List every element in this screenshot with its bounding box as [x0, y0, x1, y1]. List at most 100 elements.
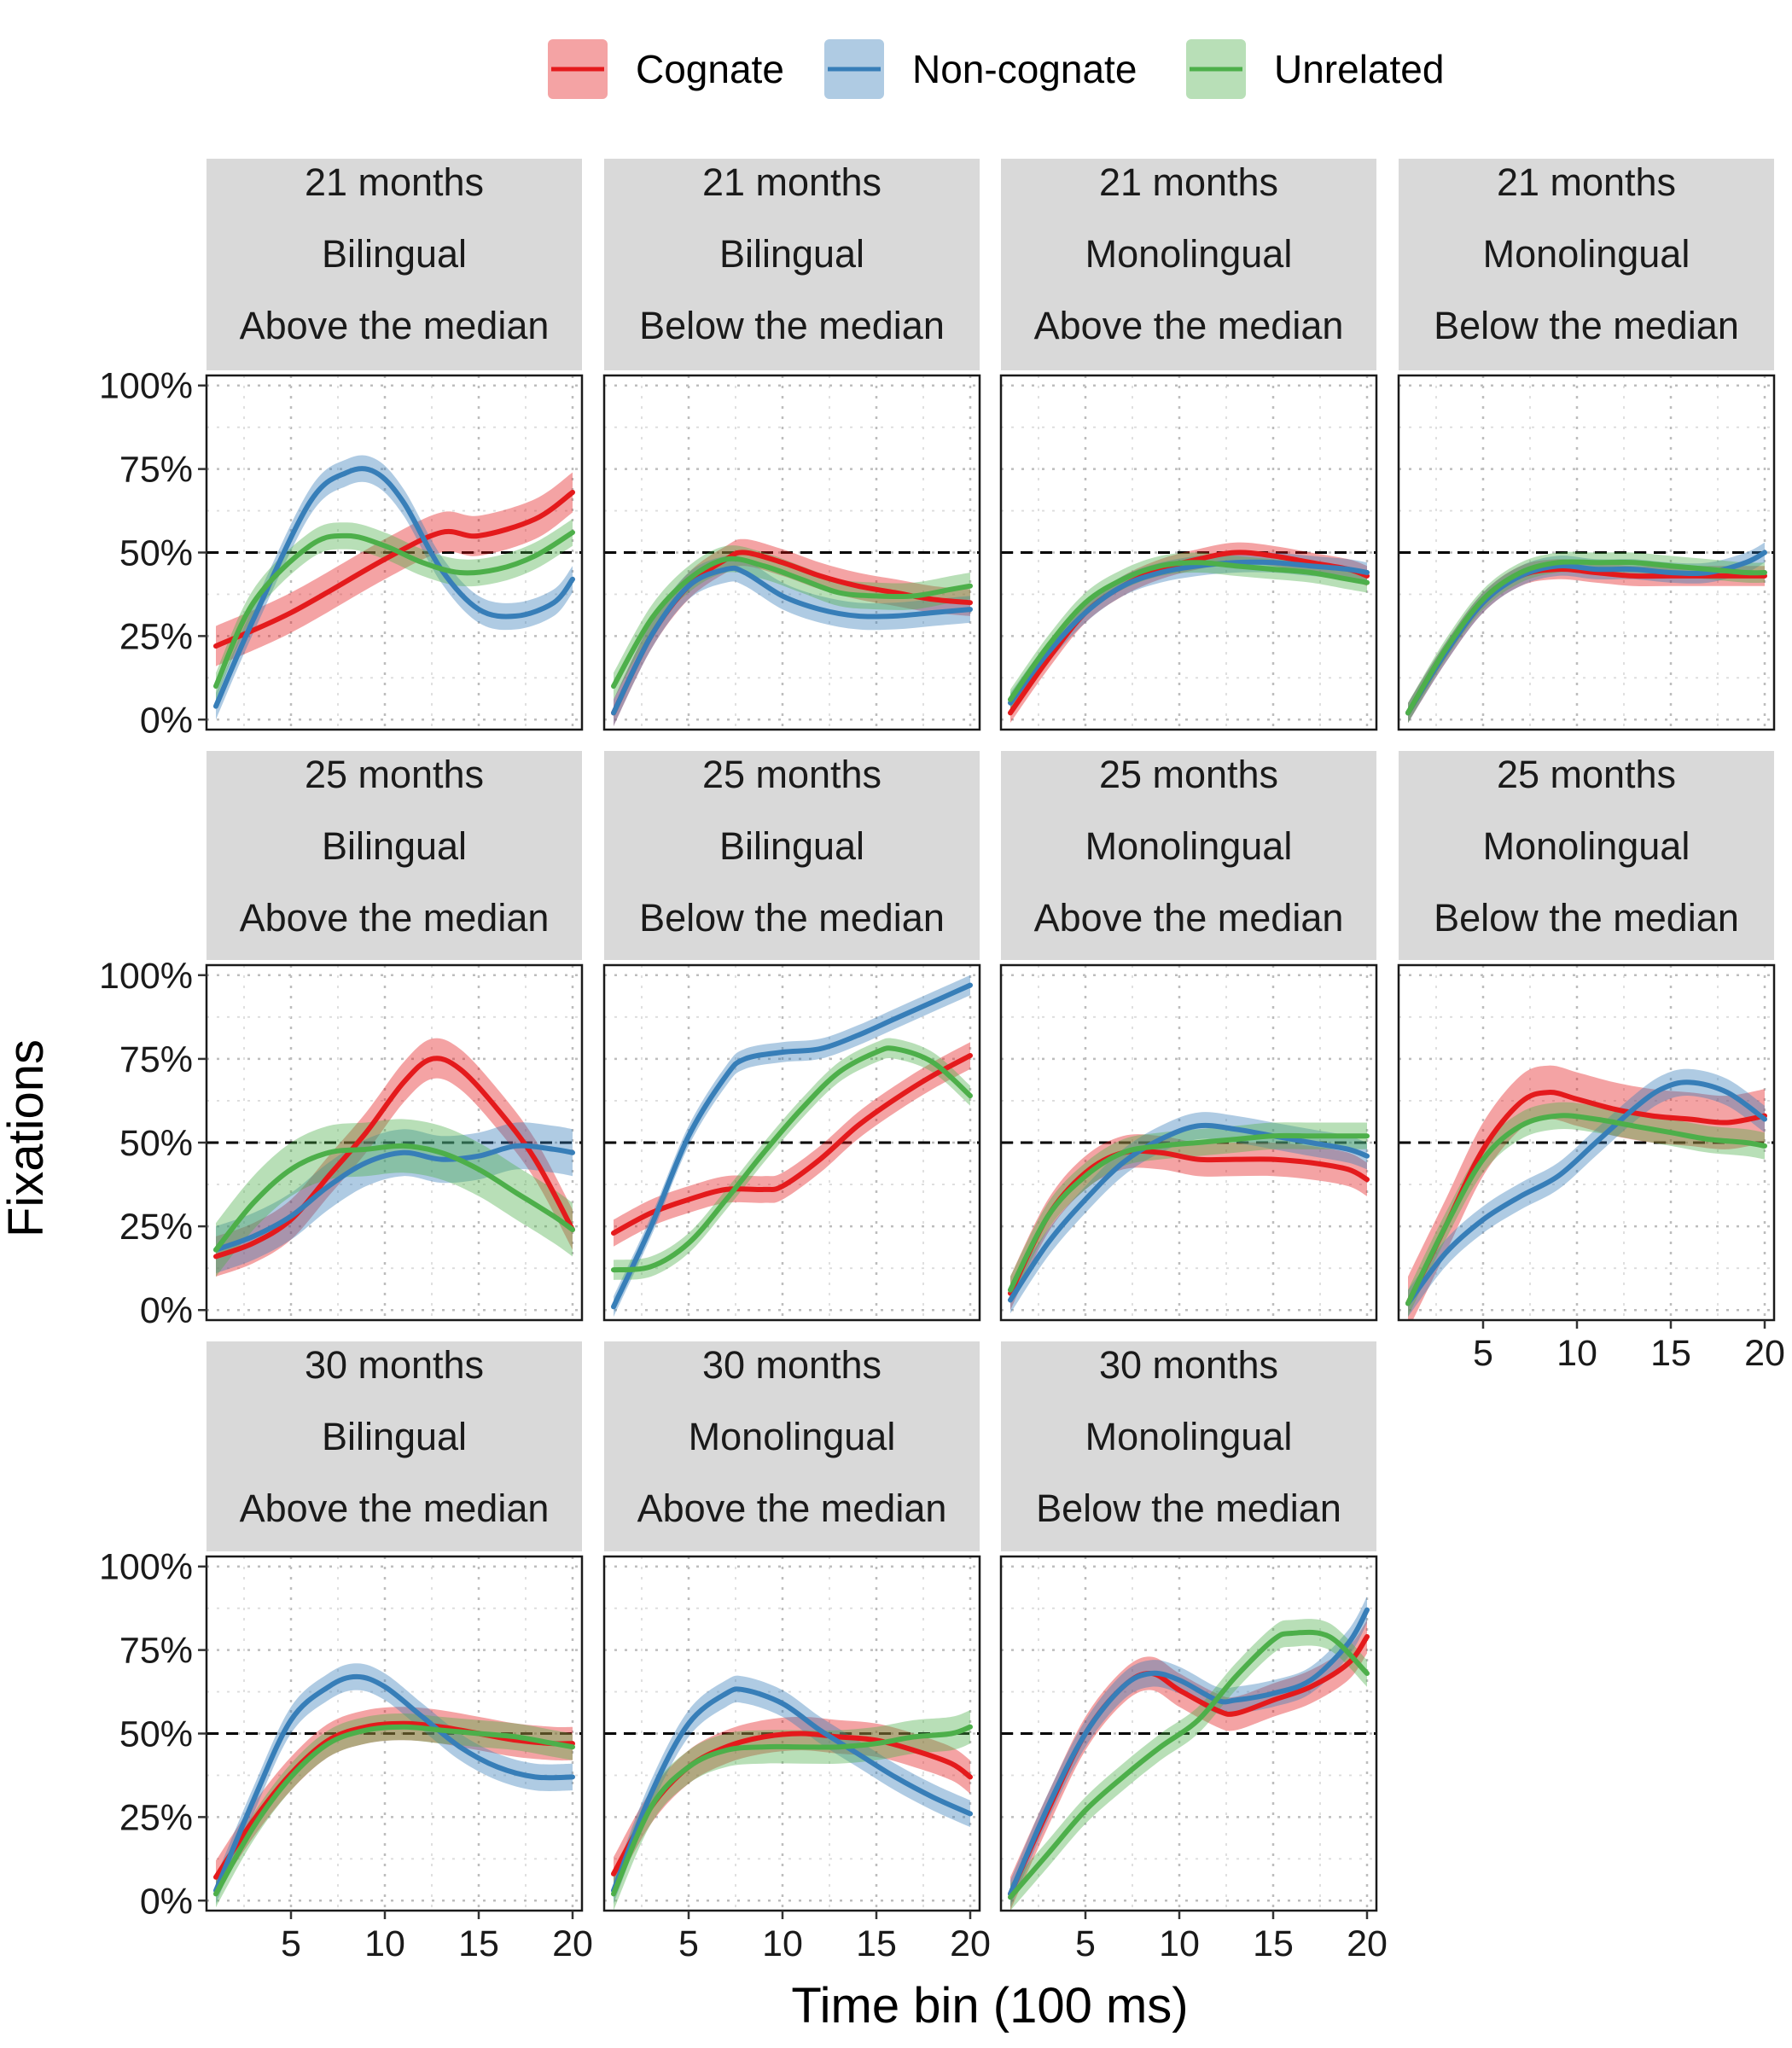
legend-label-non-cognate: Non-cognate — [912, 47, 1137, 91]
legend-label-unrelated: Unrelated — [1274, 47, 1444, 91]
series-line-unrelated — [611, 556, 973, 689]
x-tick-label: 10 — [1556, 1333, 1597, 1374]
series-line-non-cognate — [611, 982, 973, 1310]
ribbon-cognate — [614, 538, 970, 727]
legend-item-non-cognate: Non-cognate — [824, 39, 1137, 99]
x-tick-label: 15 — [1650, 1333, 1691, 1374]
series-line-non-cognate — [1008, 1122, 1370, 1303]
strip-label-3: Above the median — [240, 896, 550, 940]
ribbon-non-cognate — [614, 555, 970, 727]
ribbon-unrelated — [216, 1119, 573, 1277]
strip-label-2: Bilingual — [322, 824, 467, 868]
x-tick-label: 5 — [281, 1923, 301, 1964]
series-group — [611, 975, 973, 1318]
ribbon-cognate — [1408, 559, 1765, 724]
series-line-non-cognate — [1008, 1607, 1370, 1897]
x-tick-label: 5 — [1473, 1333, 1493, 1374]
series-group — [1008, 542, 1370, 724]
panel-frame — [999, 1555, 1378, 1912]
series-line-non-cognate — [1405, 1079, 1767, 1306]
x-tick-label: 5 — [1075, 1923, 1096, 1964]
x-tick-label: 15 — [458, 1923, 499, 1964]
panel-7: 25 months Monolingual Above the median — [999, 751, 1378, 1322]
x-tick-label: 20 — [1744, 1333, 1785, 1374]
strip-label-1: 30 months — [305, 1343, 484, 1387]
y-tick-label: 50% — [119, 1123, 193, 1164]
panel-frame — [999, 374, 1378, 731]
series-line-unrelated — [611, 1045, 973, 1273]
legend-item-unrelated: Unrelated — [1186, 39, 1444, 99]
series-line-unrelated — [1405, 559, 1767, 716]
series-line-unrelated — [213, 530, 575, 689]
series-line-non-cognate — [213, 466, 575, 709]
strip-label-3: Below the median — [1036, 1487, 1341, 1530]
strip-label-3: Above the median — [240, 304, 550, 347]
ribbon-unrelated — [614, 1710, 970, 1911]
y-tick-label: 25% — [119, 1207, 193, 1248]
strip-label-1: 25 months — [1497, 753, 1676, 796]
x-tick-label: 10 — [364, 1923, 405, 1964]
y-tick-label: 75% — [119, 1631, 193, 1672]
panel-frame — [999, 963, 1378, 1322]
panel-frame — [602, 1555, 981, 1912]
series-line-unrelated — [1008, 1132, 1370, 1293]
strip-label-1: 21 months — [1099, 160, 1278, 204]
series-line-cognate — [213, 490, 575, 649]
legend-item-cognate: Cognate — [548, 39, 784, 99]
ribbon-non-cognate — [216, 1122, 573, 1274]
strip-background — [604, 159, 980, 370]
y-tick-label: 100% — [99, 956, 193, 997]
ribbon-unrelated — [1408, 551, 1765, 724]
ribbon-unrelated — [216, 519, 573, 700]
ribbon-cognate — [1010, 542, 1367, 724]
strip-label-3: Above the median — [637, 1487, 947, 1530]
y-tick-label: 25% — [119, 616, 193, 657]
panel-frame — [1397, 374, 1776, 731]
strip-label-3: Below the median — [639, 304, 945, 347]
panel-frame — [1397, 963, 1776, 1322]
strip-label-2: Bilingual — [719, 824, 864, 868]
y-tick-label: 0% — [140, 1881, 193, 1922]
panel-3: 21 months Monolingual Above the median — [999, 159, 1378, 731]
x-tick-label: 15 — [1253, 1923, 1294, 1964]
strip-label-2: Monolingual — [1483, 232, 1690, 276]
x-tick-label: 15 — [856, 1923, 897, 1964]
ribbon-unrelated — [1408, 1102, 1765, 1318]
series-line-unrelated — [213, 1724, 575, 1897]
strip-background — [1001, 751, 1376, 960]
x-tick-label: 20 — [950, 1923, 991, 1964]
ribbon-unrelated — [614, 1038, 970, 1280]
strip-label-3: Above the median — [1034, 304, 1344, 347]
y-tick-label: 25% — [119, 1797, 193, 1838]
legend: Cognate Non-cognate Unrelated — [548, 39, 1444, 99]
x-tick-label: 20 — [552, 1923, 593, 1964]
y-tick-label: 75% — [119, 450, 193, 491]
series-line-non-cognate — [611, 1686, 973, 1894]
ribbon-cognate — [614, 1042, 970, 1247]
y-tick-label: 0% — [140, 700, 193, 741]
y-tick-label: 50% — [119, 1714, 193, 1755]
y-tick-label: 100% — [99, 1547, 193, 1588]
panel-6: 25 months Bilingual Below the median — [602, 751, 981, 1322]
y-tick-label: 75% — [119, 1039, 193, 1080]
panel-9: 30 months Bilingual Above the median 0% 25% 5… — [99, 1341, 593, 1964]
y-axis-title: Fixations — [0, 1039, 54, 1237]
series-group — [213, 1038, 575, 1277]
ribbon-unrelated — [1010, 1619, 1367, 1911]
series-line-non-cognate — [1008, 559, 1370, 706]
strip-label-2: Bilingual — [322, 232, 467, 276]
series-group — [1405, 542, 1767, 724]
x-axis-title: Time bin (100 ms) — [791, 1978, 1188, 2033]
strip-label-1: 25 months — [1099, 753, 1278, 796]
x-tick-label: 20 — [1347, 1923, 1388, 1964]
strip-background — [1001, 1341, 1376, 1551]
panel-11: 30 months Monolingual Below the median 5 10 1… — [999, 1341, 1388, 1964]
strip-background — [1399, 159, 1774, 370]
strip-label-1: 25 months — [305, 753, 484, 796]
strip-label-2: Bilingual — [322, 1415, 467, 1458]
series-group — [1405, 1065, 1767, 1320]
ribbon-non-cognate — [1010, 1597, 1367, 1908]
strip-label-2: Monolingual — [689, 1415, 896, 1458]
series-line-cognate — [213, 1056, 575, 1260]
strip-background — [207, 1341, 582, 1551]
